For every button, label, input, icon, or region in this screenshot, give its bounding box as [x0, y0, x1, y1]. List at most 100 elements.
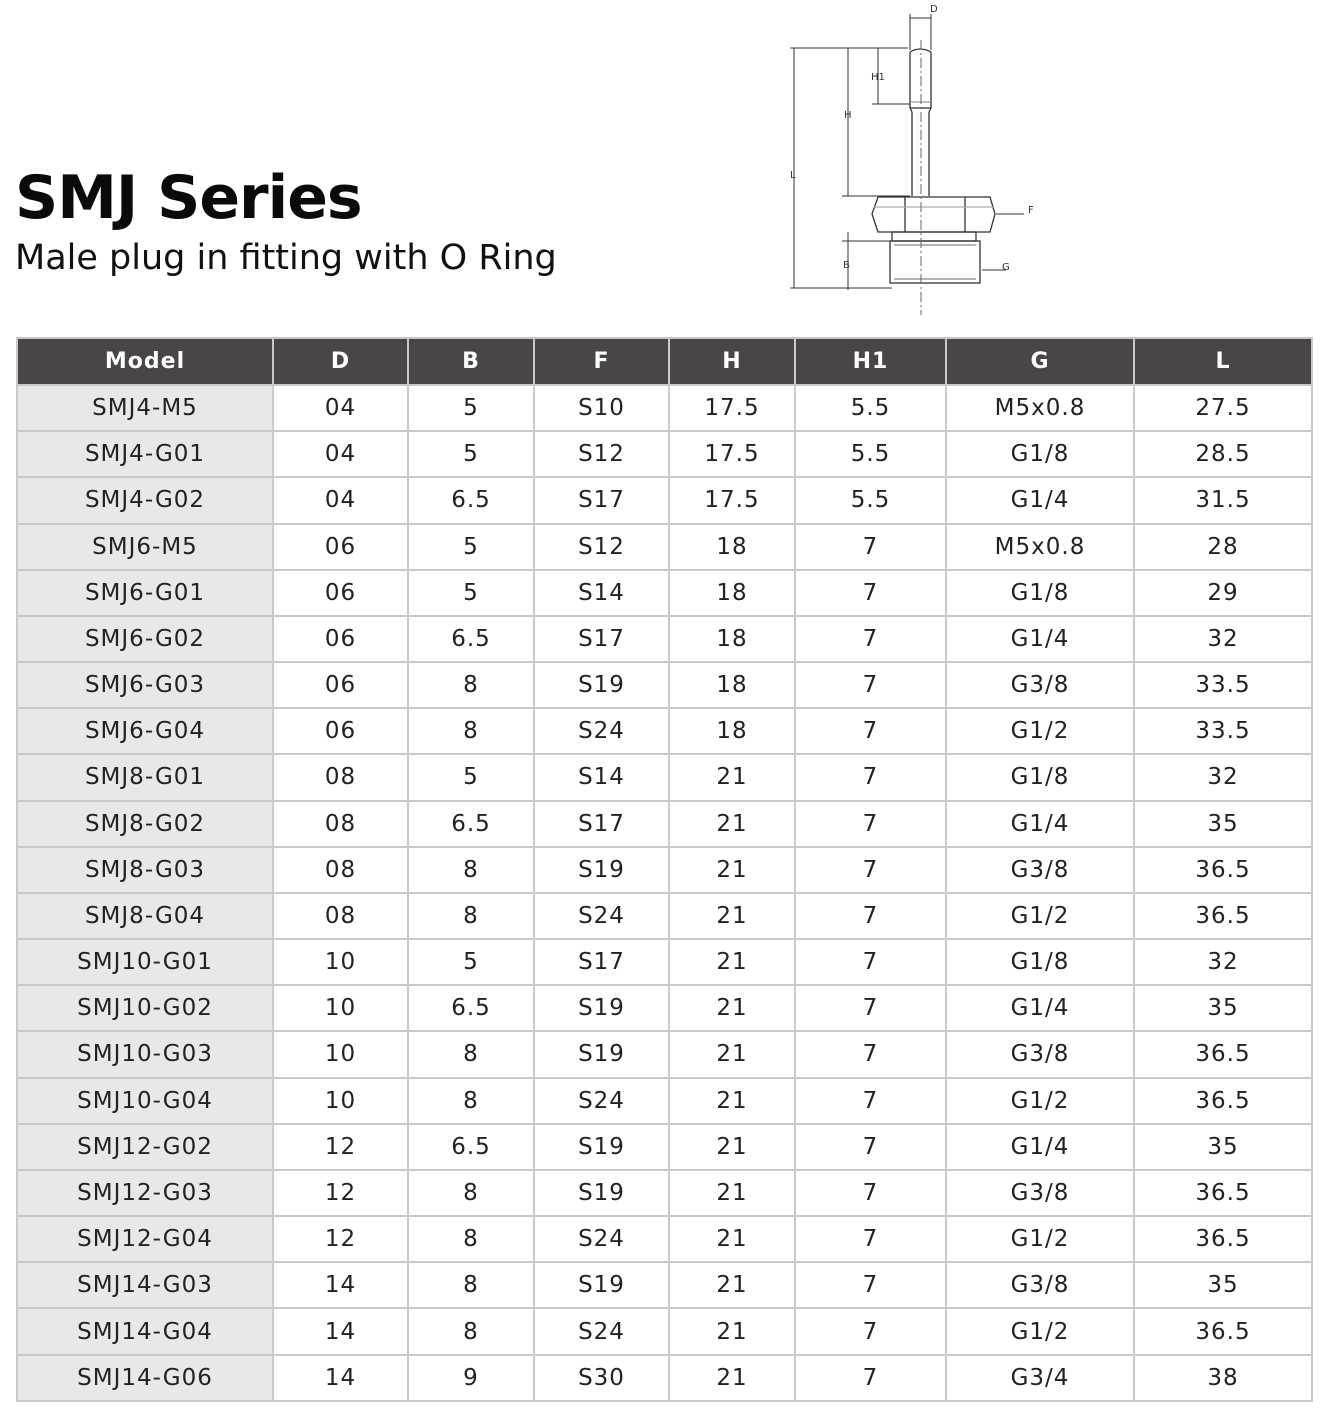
cell-h: 21 [668, 1261, 796, 1310]
table-row: SMJ6-G02 06 6.5 S17 18 7 G1/4 32 [16, 614, 1313, 664]
cell-h: 21 [668, 938, 796, 987]
cell-h1: 7 [794, 614, 947, 664]
cell-b: 8 [407, 1307, 535, 1356]
table-row: SMJ8-G03 08 8 S19 21 7 G3/8 36.5 [16, 845, 1313, 894]
cell-l: 35 [1133, 1261, 1313, 1310]
diagram-label-d: D [930, 4, 938, 15]
cell-f: S14 [533, 568, 670, 617]
table-row: SMJ4-M5 04 5 S10 17.5 5.5 M5x0.8 27.5 [16, 383, 1313, 433]
cell-f: S24 [533, 707, 670, 756]
model-cell: SMJ8-G03 [16, 845, 274, 894]
cell-d: 04 [272, 476, 409, 525]
diagram-label-g: G [1002, 262, 1010, 273]
cell-g: G1/4 [945, 476, 1135, 525]
cell-l: 36.5 [1133, 1307, 1313, 1356]
table-row: SMJ8-G02 08 6.5 S17 21 7 G1/4 35 [16, 799, 1313, 848]
cell-h1: 7 [794, 753, 947, 802]
cell-h: 18 [668, 707, 796, 756]
table-row: SMJ14-G03 14 8 S19 21 7 G3/8 35 [16, 1261, 1313, 1310]
cell-b: 6.5 [407, 1122, 535, 1171]
model-cell: SMJ6-M5 [16, 522, 274, 571]
specification-table: Model D B F H H1 G L SMJ4-M5 04 5 S10 17.5 5.5 M5x0.8… [16, 337, 1313, 1403]
cell-h1: 7 [794, 1215, 947, 1264]
model-cell: SMJ6-G01 [16, 568, 274, 617]
cell-l: 35 [1133, 799, 1313, 848]
cell-d: 14 [272, 1261, 409, 1310]
cell-b: 8 [407, 707, 535, 756]
cell-h1: 7 [794, 1261, 947, 1310]
cell-l: 36.5 [1133, 1076, 1313, 1125]
cell-g: G1/4 [945, 799, 1135, 848]
cell-h: 17.5 [668, 383, 796, 433]
cell-g: G1/2 [945, 1307, 1135, 1356]
cell-f: S19 [533, 1122, 670, 1171]
model-cell: SMJ10-G01 [16, 938, 274, 987]
cell-b: 8 [407, 1030, 535, 1079]
cell-b: 5 [407, 383, 535, 433]
diagram-label-f: F [1028, 205, 1034, 216]
cell-h1: 5.5 [794, 430, 947, 479]
cell-d: 14 [272, 1353, 409, 1403]
cell-l: 32 [1133, 753, 1313, 802]
cell-b: 8 [407, 845, 535, 894]
cell-h: 21 [668, 753, 796, 802]
cell-f: S14 [533, 753, 670, 802]
cell-h: 21 [668, 1307, 796, 1356]
cell-l: 32 [1133, 614, 1313, 664]
cell-h1: 5.5 [794, 476, 947, 525]
cell-h: 18 [668, 614, 796, 664]
cell-h: 21 [668, 1168, 796, 1218]
cell-d: 06 [272, 614, 409, 664]
cell-f: S12 [533, 430, 670, 479]
cell-f: S19 [533, 984, 670, 1033]
cell-d: 10 [272, 1076, 409, 1125]
diagram-label-h: H [844, 110, 852, 121]
cell-h1: 7 [794, 1353, 947, 1403]
column-header-f: F [533, 337, 670, 386]
cell-h: 17.5 [668, 476, 796, 525]
cell-h1: 7 [794, 1307, 947, 1356]
table-row: SMJ14-G06 14 9 S30 21 7 G3/4 38 [16, 1353, 1313, 1403]
cell-f: S24 [533, 891, 670, 941]
table-row: SMJ10-G04 10 8 S24 21 7 G1/2 36.5 [16, 1076, 1313, 1125]
cell-h: 17.5 [668, 430, 796, 479]
cell-b: 8 [407, 1215, 535, 1264]
cell-h: 18 [668, 661, 796, 710]
cell-b: 6.5 [407, 984, 535, 1033]
cell-g: G3/8 [945, 1030, 1135, 1079]
cell-g: G3/8 [945, 661, 1135, 710]
cell-d: 06 [272, 522, 409, 571]
model-cell: SMJ4-M5 [16, 383, 274, 433]
diagram-label-h1: H1 [871, 72, 885, 83]
cell-g: G1/2 [945, 891, 1135, 941]
cell-b: 8 [407, 1261, 535, 1310]
cell-b: 8 [407, 661, 535, 710]
cell-h: 21 [668, 1122, 796, 1171]
cell-g: G1/2 [945, 707, 1135, 756]
model-cell: SMJ4-G02 [16, 476, 274, 525]
fitting-dimension-diagram: D H1 H L F B G [790, 4, 1034, 315]
cell-l: 28.5 [1133, 430, 1313, 479]
cell-f: S19 [533, 1030, 670, 1079]
cell-h1: 7 [794, 845, 947, 894]
cell-d: 10 [272, 1030, 409, 1079]
cell-h1: 7 [794, 1030, 947, 1079]
cell-b: 8 [407, 1076, 535, 1125]
model-cell: SMJ10-G04 [16, 1076, 274, 1125]
cell-f: S17 [533, 476, 670, 525]
cell-l: 38 [1133, 1353, 1313, 1403]
cell-h: 21 [668, 984, 796, 1033]
cell-g: G1/4 [945, 984, 1135, 1033]
cell-g: G1/4 [945, 1122, 1135, 1171]
cell-h: 21 [668, 1215, 796, 1264]
table-row: SMJ12-G02 12 6.5 S19 21 7 G1/4 35 [16, 1122, 1313, 1171]
cell-h: 21 [668, 845, 796, 894]
cell-b: 5 [407, 938, 535, 987]
model-cell: SMJ12-G04 [16, 1215, 274, 1264]
cell-g: G1/8 [945, 753, 1135, 802]
cell-f: S19 [533, 845, 670, 894]
table-row: SMJ6-M5 06 5 S12 18 7 M5x0.8 28 [16, 522, 1313, 571]
cell-d: 04 [272, 430, 409, 479]
cell-d: 12 [272, 1215, 409, 1264]
cell-d: 10 [272, 984, 409, 1033]
